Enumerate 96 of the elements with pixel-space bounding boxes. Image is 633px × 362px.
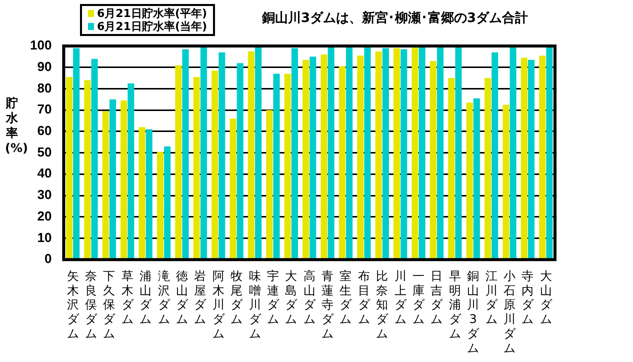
bar (146, 129, 152, 259)
x-tick-label: 宇連ダム (266, 268, 280, 326)
x-tick-label: 寺内ダム (522, 268, 535, 326)
x-tick-label: 小石原川ダム (504, 268, 517, 355)
bar (466, 102, 473, 259)
bar (546, 46, 553, 259)
x-tick-label: 川上ダム (394, 268, 408, 326)
y-tick-label: 0 (44, 251, 52, 266)
x-tick-label: 銅山川3ダム (467, 268, 480, 355)
bar (218, 52, 226, 259)
bar (109, 99, 116, 259)
bar (364, 46, 371, 259)
bar (236, 63, 244, 259)
x-tick-label: 矢木沢ダム (66, 268, 80, 341)
x-tick-label: 下久保ダム (103, 268, 116, 341)
y-tick-label: 80 (37, 80, 52, 96)
bar (394, 48, 400, 259)
bar (273, 74, 280, 259)
bar (412, 46, 418, 259)
x-tick-label: 浦山ダム (140, 268, 153, 326)
bar (510, 46, 516, 259)
y-tick-label: 40 (37, 166, 52, 181)
y-tick-label: 30 (37, 187, 52, 202)
x-tick-label: 滝沢ダム (158, 268, 171, 326)
bar (128, 83, 134, 259)
bar (175, 65, 182, 259)
bar (84, 80, 91, 259)
x-tick-label: 徳山ダム (176, 268, 189, 326)
bar (382, 48, 389, 259)
bar (375, 51, 382, 259)
x-tick-label: 岩屋ダム (194, 268, 208, 326)
x-tick-label: 布目ダム (358, 268, 371, 326)
bar (182, 49, 189, 259)
y-tick-label: 20 (37, 208, 52, 224)
bar (400, 49, 408, 259)
bar (248, 51, 254, 259)
bar (418, 46, 426, 259)
y-tick-label: 70 (37, 102, 52, 117)
bar (539, 56, 546, 259)
x-tick-label: 大島ダム (285, 268, 298, 326)
bar (200, 46, 207, 259)
bar (328, 46, 334, 259)
bar (164, 146, 171, 259)
bar (102, 111, 109, 259)
bar (193, 76, 200, 259)
bar (502, 104, 510, 259)
chart-title: 銅山川3ダムは、新宮･柳瀬･富郷の3ダム合計 (262, 10, 528, 27)
x-tick-label: 室生ダム (340, 268, 353, 326)
x-tick-label: 早明浦ダム (448, 268, 462, 341)
x-tick-label: 江川ダム (485, 268, 498, 326)
bar (492, 52, 498, 259)
bar (156, 152, 164, 259)
bar (73, 48, 80, 259)
bar (346, 46, 353, 259)
x-tick-label: 日吉ダム (430, 268, 444, 326)
x-tick-label: 味噌川ダム (248, 268, 262, 341)
bar (266, 110, 273, 259)
bar (520, 58, 528, 259)
y-tick-label: 10 (37, 230, 52, 245)
x-tick-label: 青蓮寺ダム (322, 268, 335, 341)
bar (302, 60, 310, 259)
x-tick-label: 草木ダム (121, 268, 134, 326)
bar (138, 127, 146, 259)
bar (528, 60, 535, 259)
bar (484, 78, 492, 259)
bar (212, 70, 218, 259)
bar (430, 60, 436, 259)
x-tick-label: 阿木川ダム (212, 268, 226, 341)
y-tick-label: 60 (37, 123, 52, 138)
legend-label: 6月21日貯水率(当年) (96, 20, 208, 33)
x-tick-label: 比奈知ダム (376, 268, 390, 341)
bar (291, 48, 298, 259)
y-tick-label: 100 (30, 38, 52, 53)
x-tick-label: 牧尾ダム (230, 268, 244, 326)
legend-label: 6月21日貯水率(平年) (96, 7, 208, 20)
bar (284, 74, 291, 259)
bar (437, 46, 444, 259)
bar (448, 78, 455, 259)
x-tick-label: 一庫ダム (412, 268, 426, 326)
bar (310, 56, 316, 259)
bar (255, 47, 262, 259)
x-tick-label: 大山ダム (540, 268, 553, 326)
bar (455, 46, 462, 259)
y-axis-title: 貯水率(%) (5, 96, 28, 156)
x-tick-label: 奈良俣ダム (84, 268, 98, 341)
x-tick-label: 高山ダム (303, 268, 316, 326)
bar (338, 66, 346, 259)
bar (120, 100, 128, 259)
bar (91, 58, 98, 259)
y-tick-label: 90 (37, 58, 52, 74)
bar (320, 54, 328, 259)
bar (66, 76, 73, 259)
bar (357, 56, 364, 259)
bar (230, 118, 236, 259)
y-tick-label: 50 (37, 144, 52, 160)
bar (473, 98, 480, 259)
